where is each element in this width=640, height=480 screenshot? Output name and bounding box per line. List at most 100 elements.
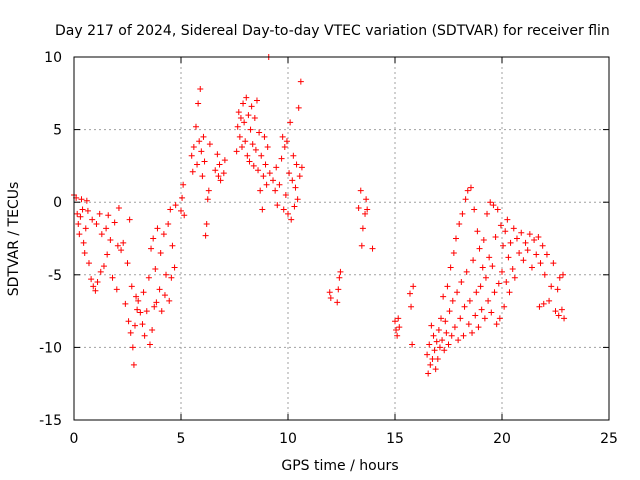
data-point-marker <box>89 216 96 223</box>
data-point-marker <box>427 361 434 368</box>
data-point-marker <box>181 212 188 219</box>
data-point-marker <box>161 292 168 299</box>
data-point-marker <box>131 322 138 329</box>
data-point-marker <box>444 283 451 290</box>
data-point-marker <box>204 196 211 203</box>
data-point-marker <box>107 236 114 243</box>
data-point-marker <box>546 297 553 304</box>
data-point-marker <box>482 274 489 281</box>
data-point-marker <box>236 133 243 140</box>
data-point-marker <box>496 315 503 322</box>
data-point-marker <box>139 321 146 328</box>
data-point-marker <box>111 219 118 226</box>
data-point-marker <box>426 341 433 348</box>
data-point-marker <box>541 271 548 278</box>
data-point-marker <box>522 239 529 246</box>
grid-lines <box>74 57 609 420</box>
data-point-marker <box>221 157 228 164</box>
data-point-marker <box>261 133 268 140</box>
data-point-marker <box>244 152 251 159</box>
data-point-marker <box>78 196 85 203</box>
data-point-marker <box>115 205 122 212</box>
data-point-marker <box>487 199 494 206</box>
data-point-marker <box>552 308 559 315</box>
data-point-marker <box>431 347 438 354</box>
data-point-marker <box>90 283 97 290</box>
data-point-marker <box>133 293 140 300</box>
data-point-marker <box>480 236 487 243</box>
data-point-marker <box>561 315 568 322</box>
data-point-marker <box>260 173 267 180</box>
data-point-marker <box>273 164 280 171</box>
data-point-marker <box>507 239 514 246</box>
y-tick-label: 5 <box>53 123 62 139</box>
data-point-marker <box>526 231 533 238</box>
data-point-marker <box>152 265 159 272</box>
y-tick-label: -10 <box>39 340 62 356</box>
data-point-marker <box>250 162 257 169</box>
data-point-marker <box>461 303 468 310</box>
data-point-marker <box>355 205 362 212</box>
data-point-marker <box>113 286 120 293</box>
data-point-marker <box>257 187 264 194</box>
data-point-marker <box>179 194 186 201</box>
data-point-marker <box>157 250 164 257</box>
data-point-marker <box>165 220 172 227</box>
data-point-marker <box>436 344 443 351</box>
data-point-marker <box>433 338 440 345</box>
data-point-marker <box>535 234 542 241</box>
data-point-marker <box>291 203 298 210</box>
data-point-marker <box>94 279 101 286</box>
data-point-marker <box>168 274 175 281</box>
x-axis-label: GPS time / hours <box>281 458 398 474</box>
data-point-marker <box>516 250 523 257</box>
data-point-marker <box>92 287 99 294</box>
data-point-marker <box>286 170 293 177</box>
data-point-marker <box>198 148 205 155</box>
data-point-marker <box>392 318 398 325</box>
data-point-marker <box>153 299 160 306</box>
data-point-marker <box>448 332 455 339</box>
x-tick-label: 15 <box>386 431 404 447</box>
data-point-marker <box>280 206 287 213</box>
data-point-marker <box>537 260 544 267</box>
data-point-marker <box>160 231 167 238</box>
data-point-marker <box>126 216 133 223</box>
data-point-marker <box>120 239 127 246</box>
data-point-marker <box>248 103 255 110</box>
data-point-marker <box>206 141 213 148</box>
data-point-marker <box>294 196 301 203</box>
data-point-marker <box>447 264 454 271</box>
data-point-marker <box>158 308 165 315</box>
data-point-marker <box>495 280 502 287</box>
data-point-marker <box>511 274 518 281</box>
data-point-marker <box>287 119 294 126</box>
data-point-marker <box>82 225 89 232</box>
data-point-marker <box>393 326 400 333</box>
data-point-marker <box>559 271 566 278</box>
data-point-marker <box>79 206 86 213</box>
y-axis-label: SDTVAR / TECUs <box>6 182 22 297</box>
data-point-marker <box>192 123 199 130</box>
data-point-marker <box>255 167 262 174</box>
data-point-marker <box>109 274 116 281</box>
data-point-marker <box>506 289 513 296</box>
data-point-marker <box>74 210 81 217</box>
data-point-marker <box>137 309 144 316</box>
data-point-marker <box>190 144 197 151</box>
data-point-marker <box>357 187 364 194</box>
data-point-marker <box>555 312 562 319</box>
data-point-marker <box>500 242 507 249</box>
data-point-marker <box>156 286 163 293</box>
data-point-marker <box>105 212 112 219</box>
data-point-marker <box>466 297 473 304</box>
data-point-marker <box>149 326 156 333</box>
chart-title: Day 217 of 2024, Sidereal Day-to-day VTE… <box>55 23 610 39</box>
data-point-marker <box>266 170 273 177</box>
data-point-marker <box>472 312 479 319</box>
data-point-marker <box>441 347 448 354</box>
y-tick-label: 10 <box>44 50 62 66</box>
data-point-marker <box>469 329 476 336</box>
data-point-marker <box>84 207 91 214</box>
data-point-marker <box>167 206 174 213</box>
